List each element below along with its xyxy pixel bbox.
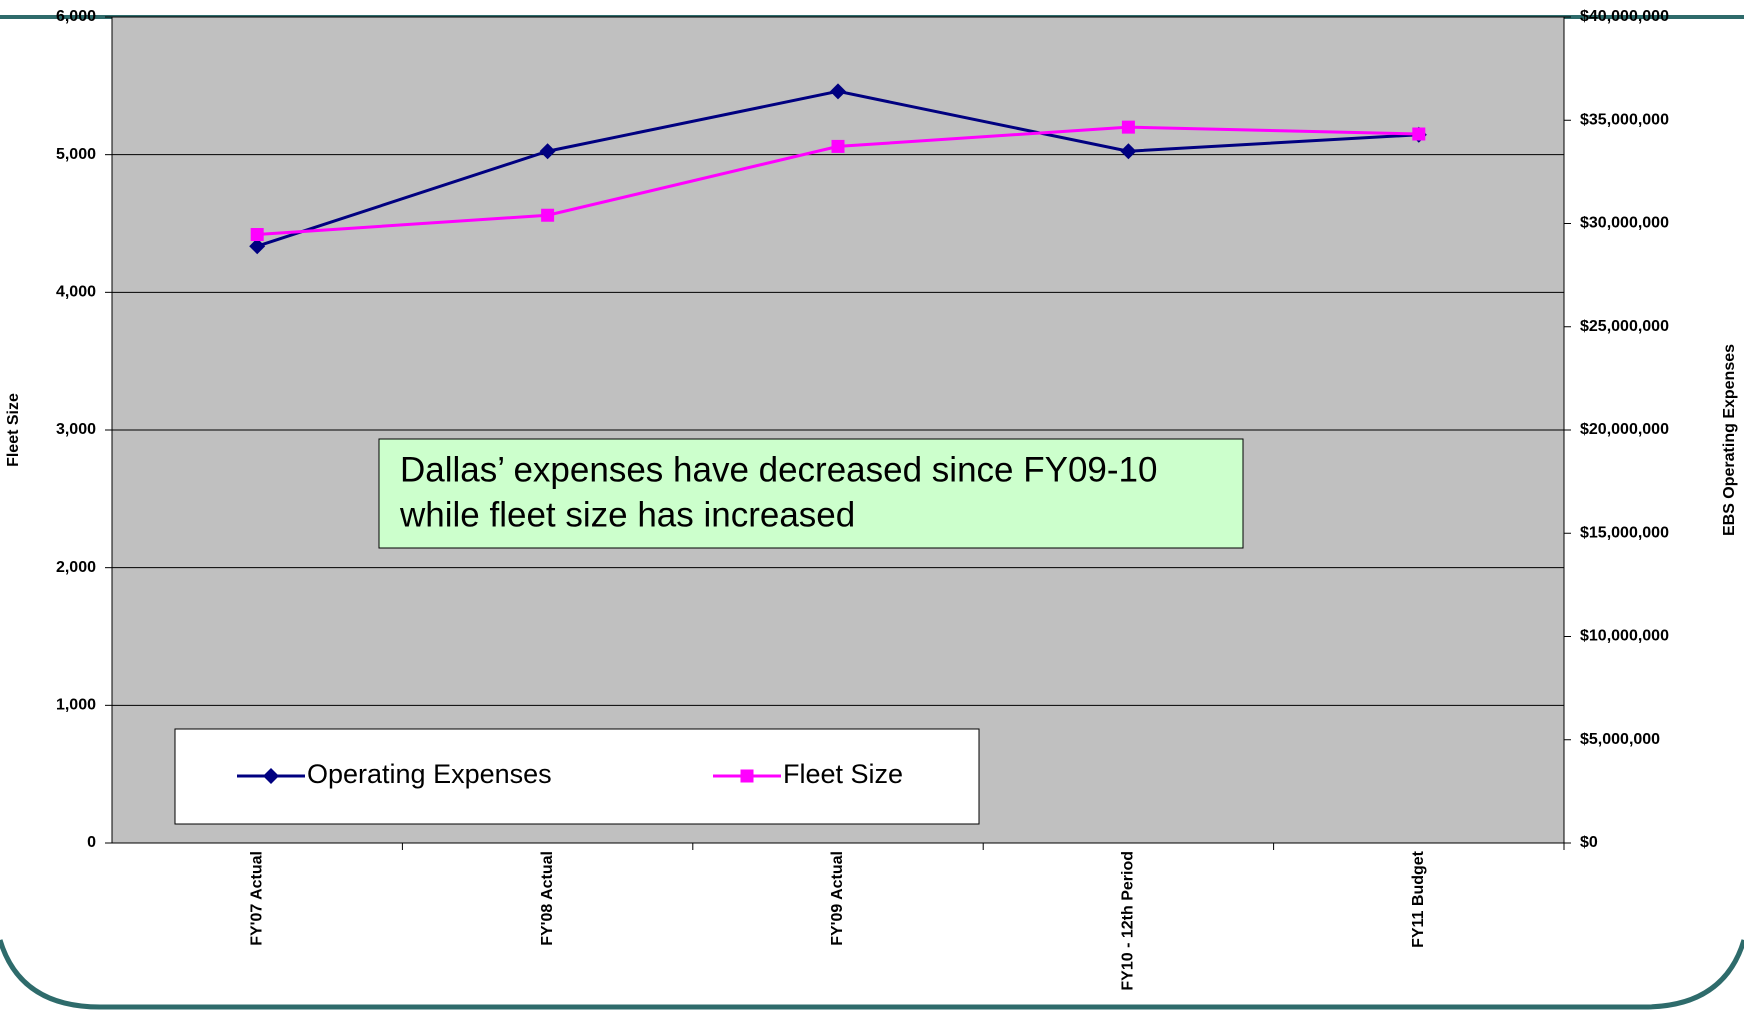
y2-tick-label: $0 <box>1580 834 1598 851</box>
x-tick-label: FY'08 Actual <box>539 851 556 946</box>
y2-tick-label: $15,000,000 <box>1580 524 1669 541</box>
square-marker <box>541 208 555 222</box>
y2-tick-label: $30,000,000 <box>1580 215 1669 232</box>
legend-label: Fleet Size <box>783 759 903 789</box>
annotation-text: Dallas’ expenses have decreased since FY… <box>400 450 1157 489</box>
diamond-marker <box>830 83 846 100</box>
x-tick-label: FY10 - 12th Period <box>1120 851 1137 991</box>
y-tick-label: 1,000 <box>56 697 96 714</box>
y-tick-label: 2,000 <box>56 559 96 576</box>
diamond-marker <box>1120 143 1137 160</box>
y-tick-label: 0 <box>87 834 96 851</box>
y2-tick-label: $40,000,000 <box>1580 8 1669 25</box>
annotation-text: while fleet size has increased <box>399 495 855 534</box>
x-tick-label: FY'07 Actual <box>248 851 265 946</box>
x-tick-label: FY11 Budget <box>1410 850 1427 948</box>
legend-label: Operating Expenses <box>307 759 552 789</box>
y-tick-label: 6,000 <box>56 8 96 25</box>
y2-tick-label: $5,000,000 <box>1580 731 1660 748</box>
y-tick-label: 3,000 <box>56 421 96 438</box>
square-marker <box>250 228 264 242</box>
diamond-marker <box>263 768 279 784</box>
x-tick-label: FY'09 Actual <box>829 851 846 946</box>
square-marker <box>1121 120 1135 134</box>
frame-bottom <box>0 939 1744 1010</box>
y2-tick-label: $20,000,000 <box>1580 421 1669 438</box>
square-marker <box>1412 127 1426 141</box>
annotation-box <box>378 438 1244 549</box>
square-marker <box>740 769 754 783</box>
legend-box <box>174 728 980 825</box>
y2-tick-label: $10,000,000 <box>1580 628 1669 645</box>
y-tick-label: 5,000 <box>56 146 96 163</box>
y-tick-label: 4,000 <box>56 284 96 301</box>
diamond-marker <box>249 238 266 255</box>
diamond-marker <box>539 143 556 160</box>
y2-axis-title: EBS Operating Expenses <box>1721 344 1738 536</box>
y2-tick-label: $25,000,000 <box>1580 318 1669 335</box>
square-marker <box>831 139 845 153</box>
y-axis-title: Fleet Size <box>5 393 22 467</box>
y2-tick-label: $35,000,000 <box>1580 111 1669 128</box>
